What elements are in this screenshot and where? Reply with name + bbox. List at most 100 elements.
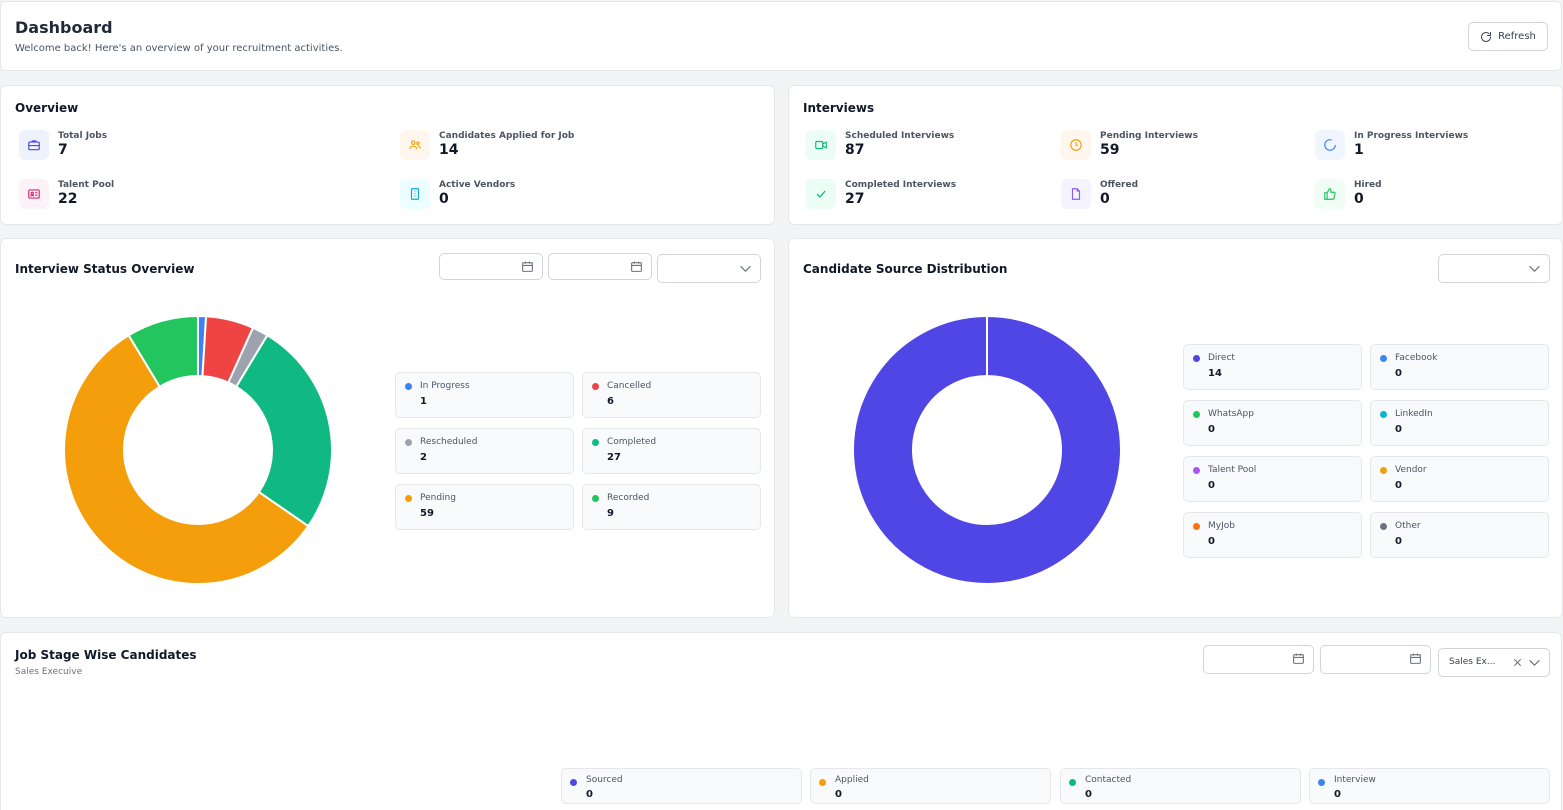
source-legend-other[interactable]: Other 0 [1370, 512, 1549, 558]
source-legend-talent-pool[interactable]: Talent Pool 0 [1183, 456, 1362, 502]
source-legend-direct[interactable]: Direct 14 [1183, 344, 1362, 390]
legend-cancelled[interactable]: Cancelled 6 [582, 372, 761, 418]
chevron-down-icon [740, 265, 751, 273]
close-icon[interactable] [1512, 657, 1523, 668]
job-select[interactable]: Sales Ex... [1438, 648, 1550, 677]
legend-dot [592, 439, 599, 446]
page-subtitle: Welcome back! Here's an overview of your… [15, 43, 343, 54]
source-legend-myjob[interactable]: MyJob 0 [1183, 512, 1362, 558]
legend-dot [1193, 355, 1200, 362]
legend-value: 2 [420, 452, 427, 463]
briefcase-icon [19, 130, 49, 160]
source-slice-direct[interactable] [851, 314, 1122, 585]
legend-label: Recorded [607, 493, 650, 503]
legend-label: Vendor [1395, 465, 1427, 475]
stat-active-vendors[interactable]: Active Vendors 0 [400, 179, 515, 209]
source-legend-whatsapp[interactable]: WhatsApp 0 [1183, 400, 1362, 446]
legend-recorded[interactable]: Recorded 9 [582, 484, 761, 530]
job-stage-subtitle: Sales Execuive [15, 667, 83, 677]
legend-value: 0 [1208, 480, 1215, 491]
stage-legend-interview[interactable]: Interview 0 [1309, 768, 1550, 804]
stage-legend-contacted[interactable]: Contacted 0 [1060, 768, 1301, 804]
stat-label: Scheduled Interviews [845, 131, 955, 141]
stat-label: Candidates Applied for Job [439, 131, 575, 141]
legend-dot [1193, 411, 1200, 418]
stat-value: 0 [439, 191, 449, 207]
stat-label: Hired [1354, 180, 1382, 190]
stat-value: 14 [439, 142, 459, 158]
legend-dot [405, 439, 412, 446]
legend-dot [1069, 779, 1076, 786]
chevron-down-icon [1529, 265, 1540, 273]
interviews-title: Interviews [803, 101, 875, 115]
legend-dot [405, 383, 412, 390]
refresh-button[interactable]: Refresh [1468, 22, 1548, 51]
stage-legend-applied[interactable]: Applied 0 [810, 768, 1051, 804]
calendar-icon [522, 261, 533, 272]
refresh-icon [1481, 31, 1492, 42]
stat-label: Completed Interviews [845, 180, 957, 190]
loader-icon [1315, 130, 1345, 160]
legend-value: 0 [1208, 536, 1215, 547]
stat-offered[interactable]: Offered 0 [1061, 179, 1138, 209]
status-filter-select[interactable] [657, 254, 761, 283]
check-icon [806, 179, 836, 209]
stat-completed-interviews[interactable]: Completed Interviews 27 [806, 179, 956, 209]
legend-dot [592, 383, 599, 390]
stage-end-date-input[interactable] [1320, 645, 1431, 674]
legend-value: 0 [835, 789, 842, 800]
legend-label: WhatsApp [1208, 409, 1254, 419]
end-date-input[interactable] [548, 253, 652, 280]
stat-label: Offered [1100, 180, 1139, 190]
stat-total-jobs[interactable]: Total Jobs 7 [19, 130, 107, 160]
stage-legend-sourced[interactable]: Sourced 0 [561, 768, 802, 804]
source-legend-vendor[interactable]: Vendor 0 [1370, 456, 1549, 502]
legend-pending[interactable]: Pending 59 [395, 484, 574, 530]
source-legend-facebook[interactable]: Facebook 0 [1370, 344, 1549, 390]
legend-completed[interactable]: Completed 27 [582, 428, 761, 474]
candidate-source-donut-chart [851, 314, 1122, 585]
legend-label: Talent Pool [1208, 465, 1257, 475]
legend-value: 0 [1395, 536, 1402, 547]
stat-talent-pool[interactable]: Talent Pool 22 [19, 179, 114, 209]
legend-label: Facebook [1395, 353, 1438, 363]
legend-label: Pending [420, 493, 456, 503]
stat-candidates-applied[interactable]: Candidates Applied for Job 14 [400, 130, 574, 160]
job-stage-title: Job Stage Wise Candidates [15, 648, 197, 662]
stage-start-date-input[interactable] [1203, 645, 1314, 674]
source-filter-select[interactable] [1438, 254, 1550, 283]
legend-value: 0 [1208, 424, 1215, 435]
legend-rescheduled[interactable]: Rescheduled 2 [395, 428, 574, 474]
legend-dot [570, 779, 577, 786]
status-slice-pending[interactable] [63, 333, 310, 585]
legend-value: 9 [607, 508, 614, 519]
stat-scheduled-interviews[interactable]: Scheduled Interviews 87 [806, 130, 954, 160]
status-slice-completed[interactable] [234, 333, 333, 528]
source-legend-linkedin[interactable]: LinkedIn 0 [1370, 400, 1549, 446]
legend-dot [1380, 355, 1387, 362]
legend-dot [405, 495, 412, 502]
legend-label: Cancelled [607, 381, 652, 391]
legend-value: 14 [1208, 368, 1222, 379]
stat-value: 1 [1354, 142, 1364, 158]
legend-in-progress[interactable]: In Progress 1 [395, 372, 574, 418]
legend-value: 0 [1395, 480, 1402, 491]
start-date-input[interactable] [439, 253, 543, 280]
video-icon [806, 130, 836, 160]
clock-icon [1061, 130, 1091, 160]
candidate-source-title: Candidate Source Distribution [803, 262, 1008, 276]
legend-value: 0 [1085, 789, 1092, 800]
stat-hired[interactable]: Hired 0 [1315, 179, 1382, 209]
legend-value: 6 [607, 396, 614, 407]
status-slice-recorded[interactable] [127, 314, 199, 389]
legend-label: Other [1395, 521, 1421, 531]
stat-pending-interviews[interactable]: Pending Interviews 59 [1061, 130, 1198, 160]
legend-dot [1318, 779, 1325, 786]
legend-label: MyJob [1208, 521, 1235, 531]
calendar-icon [1293, 653, 1304, 664]
interviews-card: Interviews Scheduled Interviews 87 Pendin… [788, 85, 1563, 225]
legend-label: Applied [835, 775, 869, 785]
stat-value: 87 [845, 142, 865, 158]
interview-status-card: Interview Status Overview In Progress 1 … [0, 238, 775, 618]
stat-in-progress-interviews[interactable]: In Progress Interviews 1 [1315, 130, 1468, 160]
